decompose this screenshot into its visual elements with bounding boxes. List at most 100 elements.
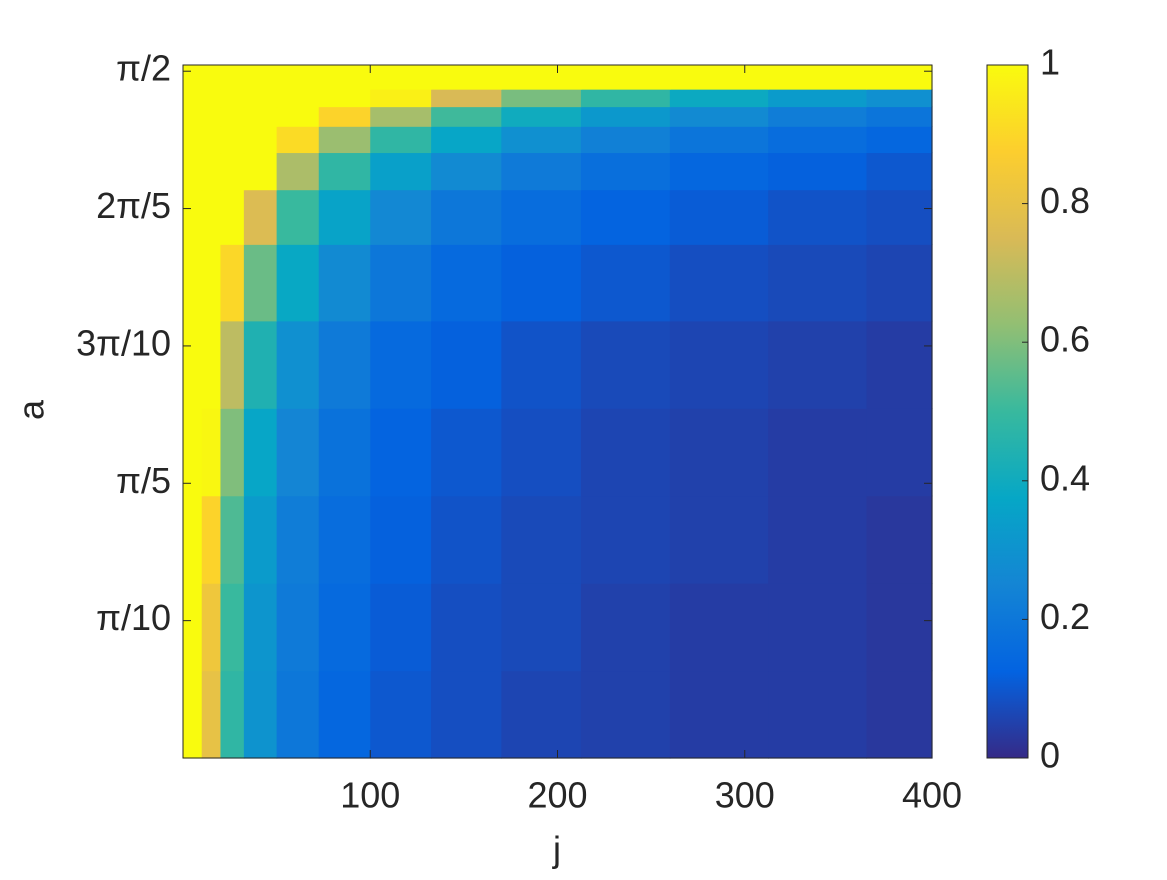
colorbar-tick-label: 1 (1040, 42, 1060, 83)
heatmap-cell (501, 106, 582, 127)
heatmap-cell (768, 320, 868, 409)
heatmap-cell (501, 244, 582, 322)
heatmap-cell (370, 126, 432, 154)
colorbar-tick-label: 0.4 (1040, 457, 1090, 498)
heatmap-cell (201, 126, 222, 154)
heatmap-cell (866, 106, 933, 127)
heatmap-cell (431, 670, 502, 759)
heatmap-cell (866, 583, 933, 672)
heatmap-cell (220, 152, 245, 191)
heatmap-cell (370, 583, 432, 672)
x-tick-label: 100 (340, 775, 400, 816)
heatmap-cell (276, 65, 320, 90)
heatmap-cell (183, 670, 203, 759)
heatmap-cell (866, 320, 933, 409)
heatmap-cell (318, 320, 371, 409)
colorbar-tick-label: 0.6 (1040, 319, 1090, 360)
heatmap-cell (220, 320, 245, 409)
heatmap-cell (866, 89, 933, 108)
heatmap-cell (183, 583, 203, 672)
heatmap-cell (318, 152, 371, 191)
heatmap-cell (318, 89, 371, 108)
heatmap-cell (276, 189, 320, 245)
heatmap-cell (866, 189, 933, 245)
heatmap-cell (183, 152, 203, 191)
heatmap-cell (318, 189, 371, 245)
heatmap-cell (220, 65, 245, 90)
heatmap-cell (431, 152, 502, 191)
heatmap-cell (370, 670, 432, 759)
heatmap-cell (220, 106, 245, 127)
heatmap-cell (201, 495, 222, 584)
heatmap-cell (768, 244, 868, 322)
heatmap-cell (370, 106, 432, 127)
heatmap-cell (318, 495, 371, 584)
heatmap-cell (501, 189, 582, 245)
colorbar-tick-label: 0.2 (1040, 596, 1090, 637)
heatmap-cell (431, 189, 502, 245)
heatmap-cell (501, 65, 582, 90)
heatmap-cell (276, 89, 320, 108)
heatmap-cell (501, 408, 582, 497)
heatmap-cell (183, 65, 203, 90)
heatmap-cell (318, 106, 371, 127)
x-tick-label: 400 (902, 775, 962, 816)
heatmap-cell (580, 583, 671, 672)
heatmap-cell (201, 106, 222, 127)
heatmap-cell (669, 65, 769, 90)
heatmap-cell (580, 152, 671, 191)
colorbar-tick-label: 0.8 (1040, 180, 1090, 221)
x-axis-label: j (552, 829, 561, 870)
heatmap-cell (768, 408, 868, 497)
heatmap-cell (866, 65, 933, 90)
heatmap-cell (243, 152, 278, 191)
heatmap-cell (243, 408, 278, 497)
heatmap-cell (318, 126, 371, 154)
heatmap-cell (220, 408, 245, 497)
heatmap-cell (501, 583, 582, 672)
heatmap-cell (318, 65, 371, 90)
heatmap-cell (370, 89, 432, 108)
heatmap-cell (431, 89, 502, 108)
heatmap-cell (276, 670, 320, 759)
heatmap-cell (243, 106, 278, 127)
heatmap-cell (243, 583, 278, 672)
heatmap-cell (243, 320, 278, 409)
heatmap-cell (201, 583, 222, 672)
y-tick-label: π/2 (116, 48, 171, 89)
heatmap-cell (866, 670, 933, 759)
heatmap-cell (580, 495, 671, 584)
heatmap-cell (501, 89, 582, 108)
heatmap-cell (669, 495, 769, 584)
heatmap-cell (669, 320, 769, 409)
heatmap-cell (669, 670, 769, 759)
heatmap-cell (183, 189, 203, 245)
heatmap-cell (243, 189, 278, 245)
y-tick-label: 3π/10 (76, 322, 171, 363)
heatmap-cell (431, 65, 502, 90)
heatmap-cell (201, 189, 222, 245)
heatmap-cell (370, 408, 432, 497)
heatmap-cell (220, 670, 245, 759)
heatmap-cell (183, 126, 203, 154)
heatmap-cell (220, 583, 245, 672)
heatmap-cell (501, 152, 582, 191)
heatmap-cell (669, 89, 769, 108)
heatmap-cell (431, 106, 502, 127)
heatmap-cell (768, 670, 868, 759)
heatmap-cell (276, 106, 320, 127)
heatmap-cell (276, 126, 320, 154)
heatmap-cell (318, 408, 371, 497)
heatmap-cell (276, 495, 320, 584)
heatmap-cell (431, 408, 502, 497)
heatmap-cell (501, 670, 582, 759)
heatmap-cell (183, 408, 203, 497)
heatmap-cell (768, 106, 868, 127)
heatmap-cell (866, 126, 933, 154)
heatmap-cell (183, 89, 203, 108)
heatmap-cell (276, 244, 320, 322)
heatmap-cell (669, 244, 769, 322)
heatmap-cell (183, 495, 203, 584)
heatmap-cell (580, 320, 671, 409)
